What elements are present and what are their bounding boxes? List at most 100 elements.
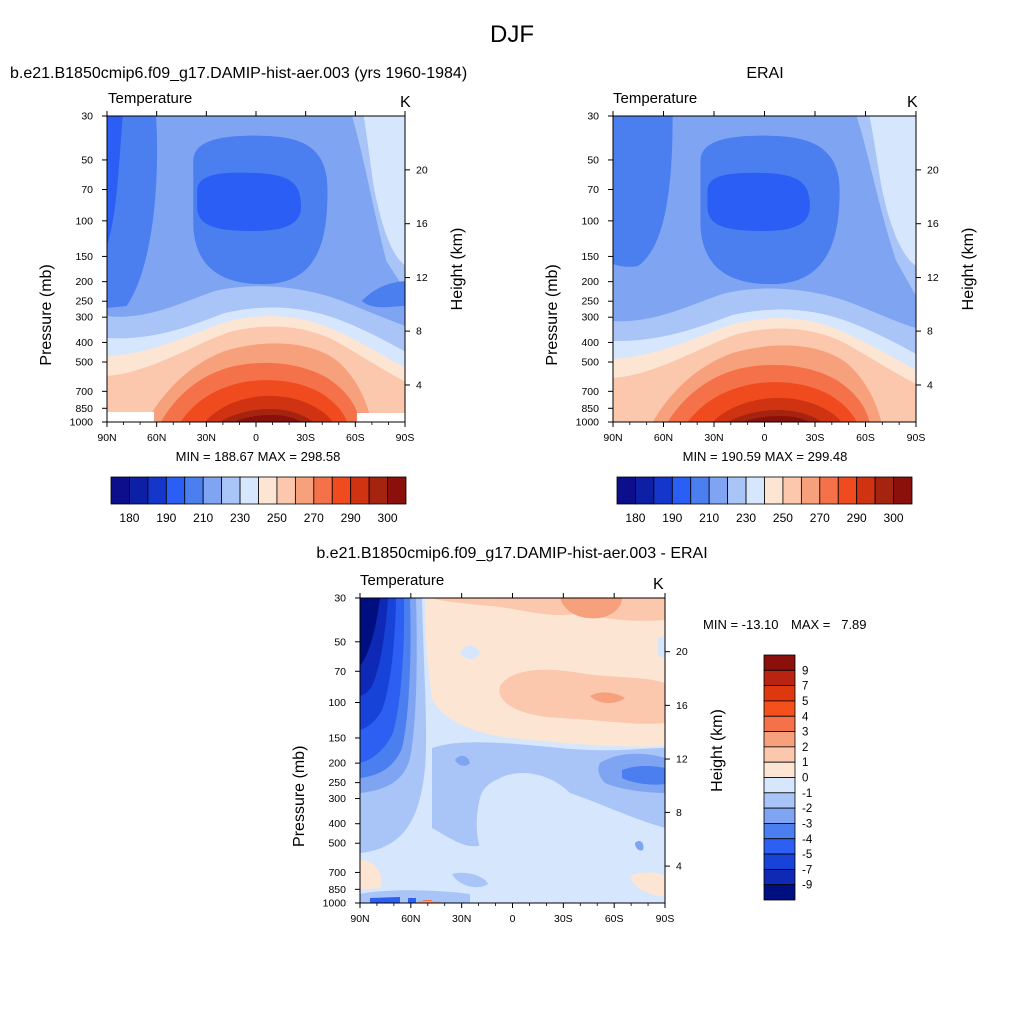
colorbar-swatch [313, 476, 333, 505]
colorbar-swatch [819, 476, 839, 505]
x-tick-label: 90S [656, 913, 675, 925]
x-tick-label: 30N [704, 432, 723, 444]
contour-field [107, 116, 405, 422]
y2-tick-label: 4 [676, 861, 682, 873]
colorbar: 180 190 210 230 250 270 290 300 [616, 476, 913, 525]
x-tick-label: 90S [396, 432, 415, 444]
colorbar-label: 5 [802, 696, 808, 708]
colorbar-label: 230 [736, 511, 756, 525]
contour-fill [107, 116, 158, 308]
colorbar-label: 9 [802, 665, 808, 677]
min-max-stats: MIN = 188.67 MAX = 298.58 [176, 449, 341, 464]
colorbar-swatch [837, 476, 858, 505]
y-tick-label: 150 [328, 732, 346, 744]
y-tick-label: 700 [75, 386, 93, 398]
colorbar-label: 210 [699, 511, 719, 525]
colorbar-label: 180 [625, 511, 645, 525]
y2-tick-label: 8 [927, 326, 933, 338]
min-stat: MIN = -13.10 [703, 617, 779, 632]
colorbar-swatch [763, 654, 796, 671]
colorbar-swatch [653, 476, 673, 505]
contour-fill [361, 281, 405, 308]
contour-fill [622, 766, 665, 785]
colorbar: 180 190 210 230 250 270 290 300 [110, 476, 407, 525]
y-tick-label: 400 [581, 337, 599, 349]
contour-fill [590, 692, 625, 703]
x-tick-label: 60N [654, 432, 673, 444]
contour-fill [707, 172, 810, 231]
colorbar-swatch [763, 715, 796, 732]
x-tick-label: 60S [605, 913, 624, 925]
colorbar-swatch [165, 476, 186, 505]
x-tick-label: 0 [762, 432, 768, 444]
contour-fill [197, 172, 302, 231]
colorbar-swatch [763, 761, 796, 778]
panel-model: b.e21.B1850cmip6.f09_g17.DAMIP-hist-aer.… [10, 65, 467, 525]
y-tick-label: 400 [328, 818, 346, 830]
y-tick-label: 250 [75, 296, 93, 308]
x-tick-label: 90N [350, 913, 369, 925]
x-tick-label: 30S [296, 432, 315, 444]
x-tick-label: 30S [554, 913, 573, 925]
colorbar-label: 190 [156, 511, 176, 525]
min-max-stats: MIN = 190.59 MAX = 299.48 [683, 449, 848, 464]
y2-tick-label: 12 [676, 754, 688, 766]
x-tick-label: 60N [401, 913, 420, 925]
contour-fill [635, 840, 644, 851]
y-axis-label: Pressure (mb) [544, 264, 561, 365]
x-tick-label: 60N [147, 432, 166, 444]
x-tick-label: 90S [907, 432, 926, 444]
y-tick-label: 70 [81, 184, 93, 196]
contour-fill [452, 872, 488, 888]
y2-axis-label: Height (km) [709, 709, 726, 792]
variable-label: Temperature [613, 90, 697, 107]
y-tick-label: 850 [581, 403, 599, 415]
colorbar-swatch [690, 476, 710, 505]
contour-fill [499, 669, 665, 724]
colorbar-swatch [763, 868, 796, 886]
x-tick-label: 30N [197, 432, 216, 444]
colorbar-label: 270 [304, 511, 324, 525]
y-tick-label: 700 [328, 867, 346, 879]
colorbar-swatch [727, 476, 747, 505]
colorbar-swatch [782, 476, 802, 505]
colorbar-swatch [763, 884, 796, 901]
y2-tick-label: 16 [676, 700, 688, 712]
colorbar-swatch [671, 476, 692, 505]
y-tick-label: 300 [581, 312, 599, 324]
y-tick-label: 100 [75, 215, 93, 227]
axes: 90N 60N 30N 0 30S 60S 90S 30 50 70 100 150 200 250 300… [544, 111, 977, 445]
colorbar-label: 1 [802, 757, 808, 769]
y-tick-label: 1000 [323, 898, 347, 910]
colorbar-label: -9 [802, 880, 812, 892]
colorbar-label: 210 [193, 511, 213, 525]
x-tick-label: 90N [97, 432, 116, 444]
colorbar-swatch [763, 807, 796, 824]
colorbar-swatch [110, 476, 130, 505]
masked-terrain [107, 412, 155, 422]
y-tick-label: 50 [334, 636, 346, 648]
y-tick-label: 50 [587, 154, 599, 166]
colorbar-swatch [763, 853, 796, 870]
colorbar-swatch [763, 838, 796, 855]
contour-fill [658, 636, 665, 658]
colorbar-swatch [239, 476, 259, 505]
x-tick-label: 60S [346, 432, 365, 444]
colorbar-swatch [708, 476, 729, 505]
colorbar-swatch [874, 476, 894, 505]
contour-field [613, 116, 916, 422]
contour-fill [869, 116, 916, 266]
y2-tick-label: 20 [416, 164, 428, 176]
y2-tick-label: 16 [927, 218, 939, 230]
units-label: K [907, 94, 918, 111]
colorbar-swatch [202, 476, 223, 505]
x-tick-label: 30N [452, 913, 471, 925]
y2-axis-label: Height (km) [960, 228, 977, 311]
units-label: K [400, 94, 411, 111]
contour-fill [613, 116, 673, 267]
colorbar-swatch [800, 476, 821, 505]
y-tick-label: 30 [587, 111, 599, 123]
y-tick-label: 500 [328, 838, 346, 850]
contour-fill [630, 872, 665, 896]
